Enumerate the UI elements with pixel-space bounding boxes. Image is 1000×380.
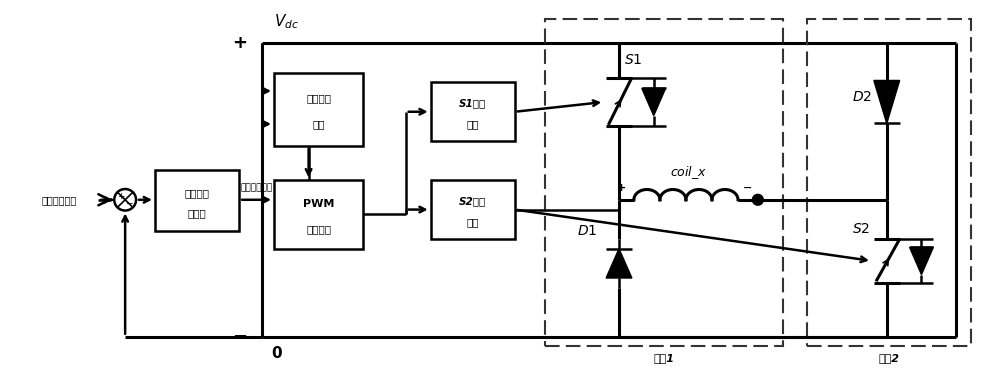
Text: −: − bbox=[743, 183, 753, 193]
Text: PWM: PWM bbox=[303, 199, 334, 209]
Polygon shape bbox=[606, 249, 632, 278]
Bar bbox=[431, 180, 515, 239]
Text: 控制器: 控制器 bbox=[188, 208, 206, 218]
Text: $\mathit{S2}$: $\mathit{S2}$ bbox=[852, 222, 870, 236]
Text: $\mathit{coil\_x}$: $\mathit{coil\_x}$ bbox=[670, 164, 707, 181]
Text: $\mathit{D1}$: $\mathit{D1}$ bbox=[577, 224, 597, 238]
Text: S2驱动: S2驱动 bbox=[459, 196, 486, 206]
Text: 桥臂1: 桥臂1 bbox=[653, 353, 674, 363]
Polygon shape bbox=[874, 81, 900, 124]
Bar bbox=[431, 82, 515, 141]
Bar bbox=[807, 19, 971, 347]
Text: −: − bbox=[125, 199, 132, 208]
Polygon shape bbox=[642, 88, 666, 116]
Text: 电路: 电路 bbox=[466, 217, 479, 228]
Text: $\mathbf{\mathit{V_{dc}}}$: $\mathbf{\mathit{V_{dc}}}$ bbox=[274, 13, 299, 31]
Bar bbox=[274, 180, 363, 249]
Text: +: + bbox=[617, 183, 627, 193]
Text: $\mathit{S1}$: $\mathit{S1}$ bbox=[624, 53, 642, 67]
Text: S1驱动: S1驱动 bbox=[459, 98, 486, 108]
Text: +: + bbox=[117, 192, 125, 201]
Bar bbox=[545, 19, 783, 347]
Text: $\mathbf{0}$: $\mathbf{0}$ bbox=[271, 345, 283, 361]
Bar bbox=[155, 171, 239, 231]
Circle shape bbox=[752, 195, 763, 205]
Text: 电压指令信号: 电压指令信号 bbox=[241, 184, 273, 193]
Text: $\mathit{D2}$: $\mathit{D2}$ bbox=[852, 90, 872, 104]
Polygon shape bbox=[910, 247, 933, 275]
Text: 电流指令信号: 电流指令信号 bbox=[41, 195, 76, 205]
Text: 检测: 检测 bbox=[312, 119, 325, 129]
Text: 电路: 电路 bbox=[466, 120, 479, 130]
Bar bbox=[274, 73, 363, 146]
Text: 电流闭环: 电流闭环 bbox=[185, 188, 210, 198]
Text: +: + bbox=[232, 34, 247, 52]
Text: 桥臂2: 桥臂2 bbox=[879, 353, 900, 363]
Text: 载波调制: 载波调制 bbox=[306, 225, 331, 234]
Text: −: − bbox=[232, 328, 247, 346]
Text: 母线电压: 母线电压 bbox=[306, 93, 331, 103]
